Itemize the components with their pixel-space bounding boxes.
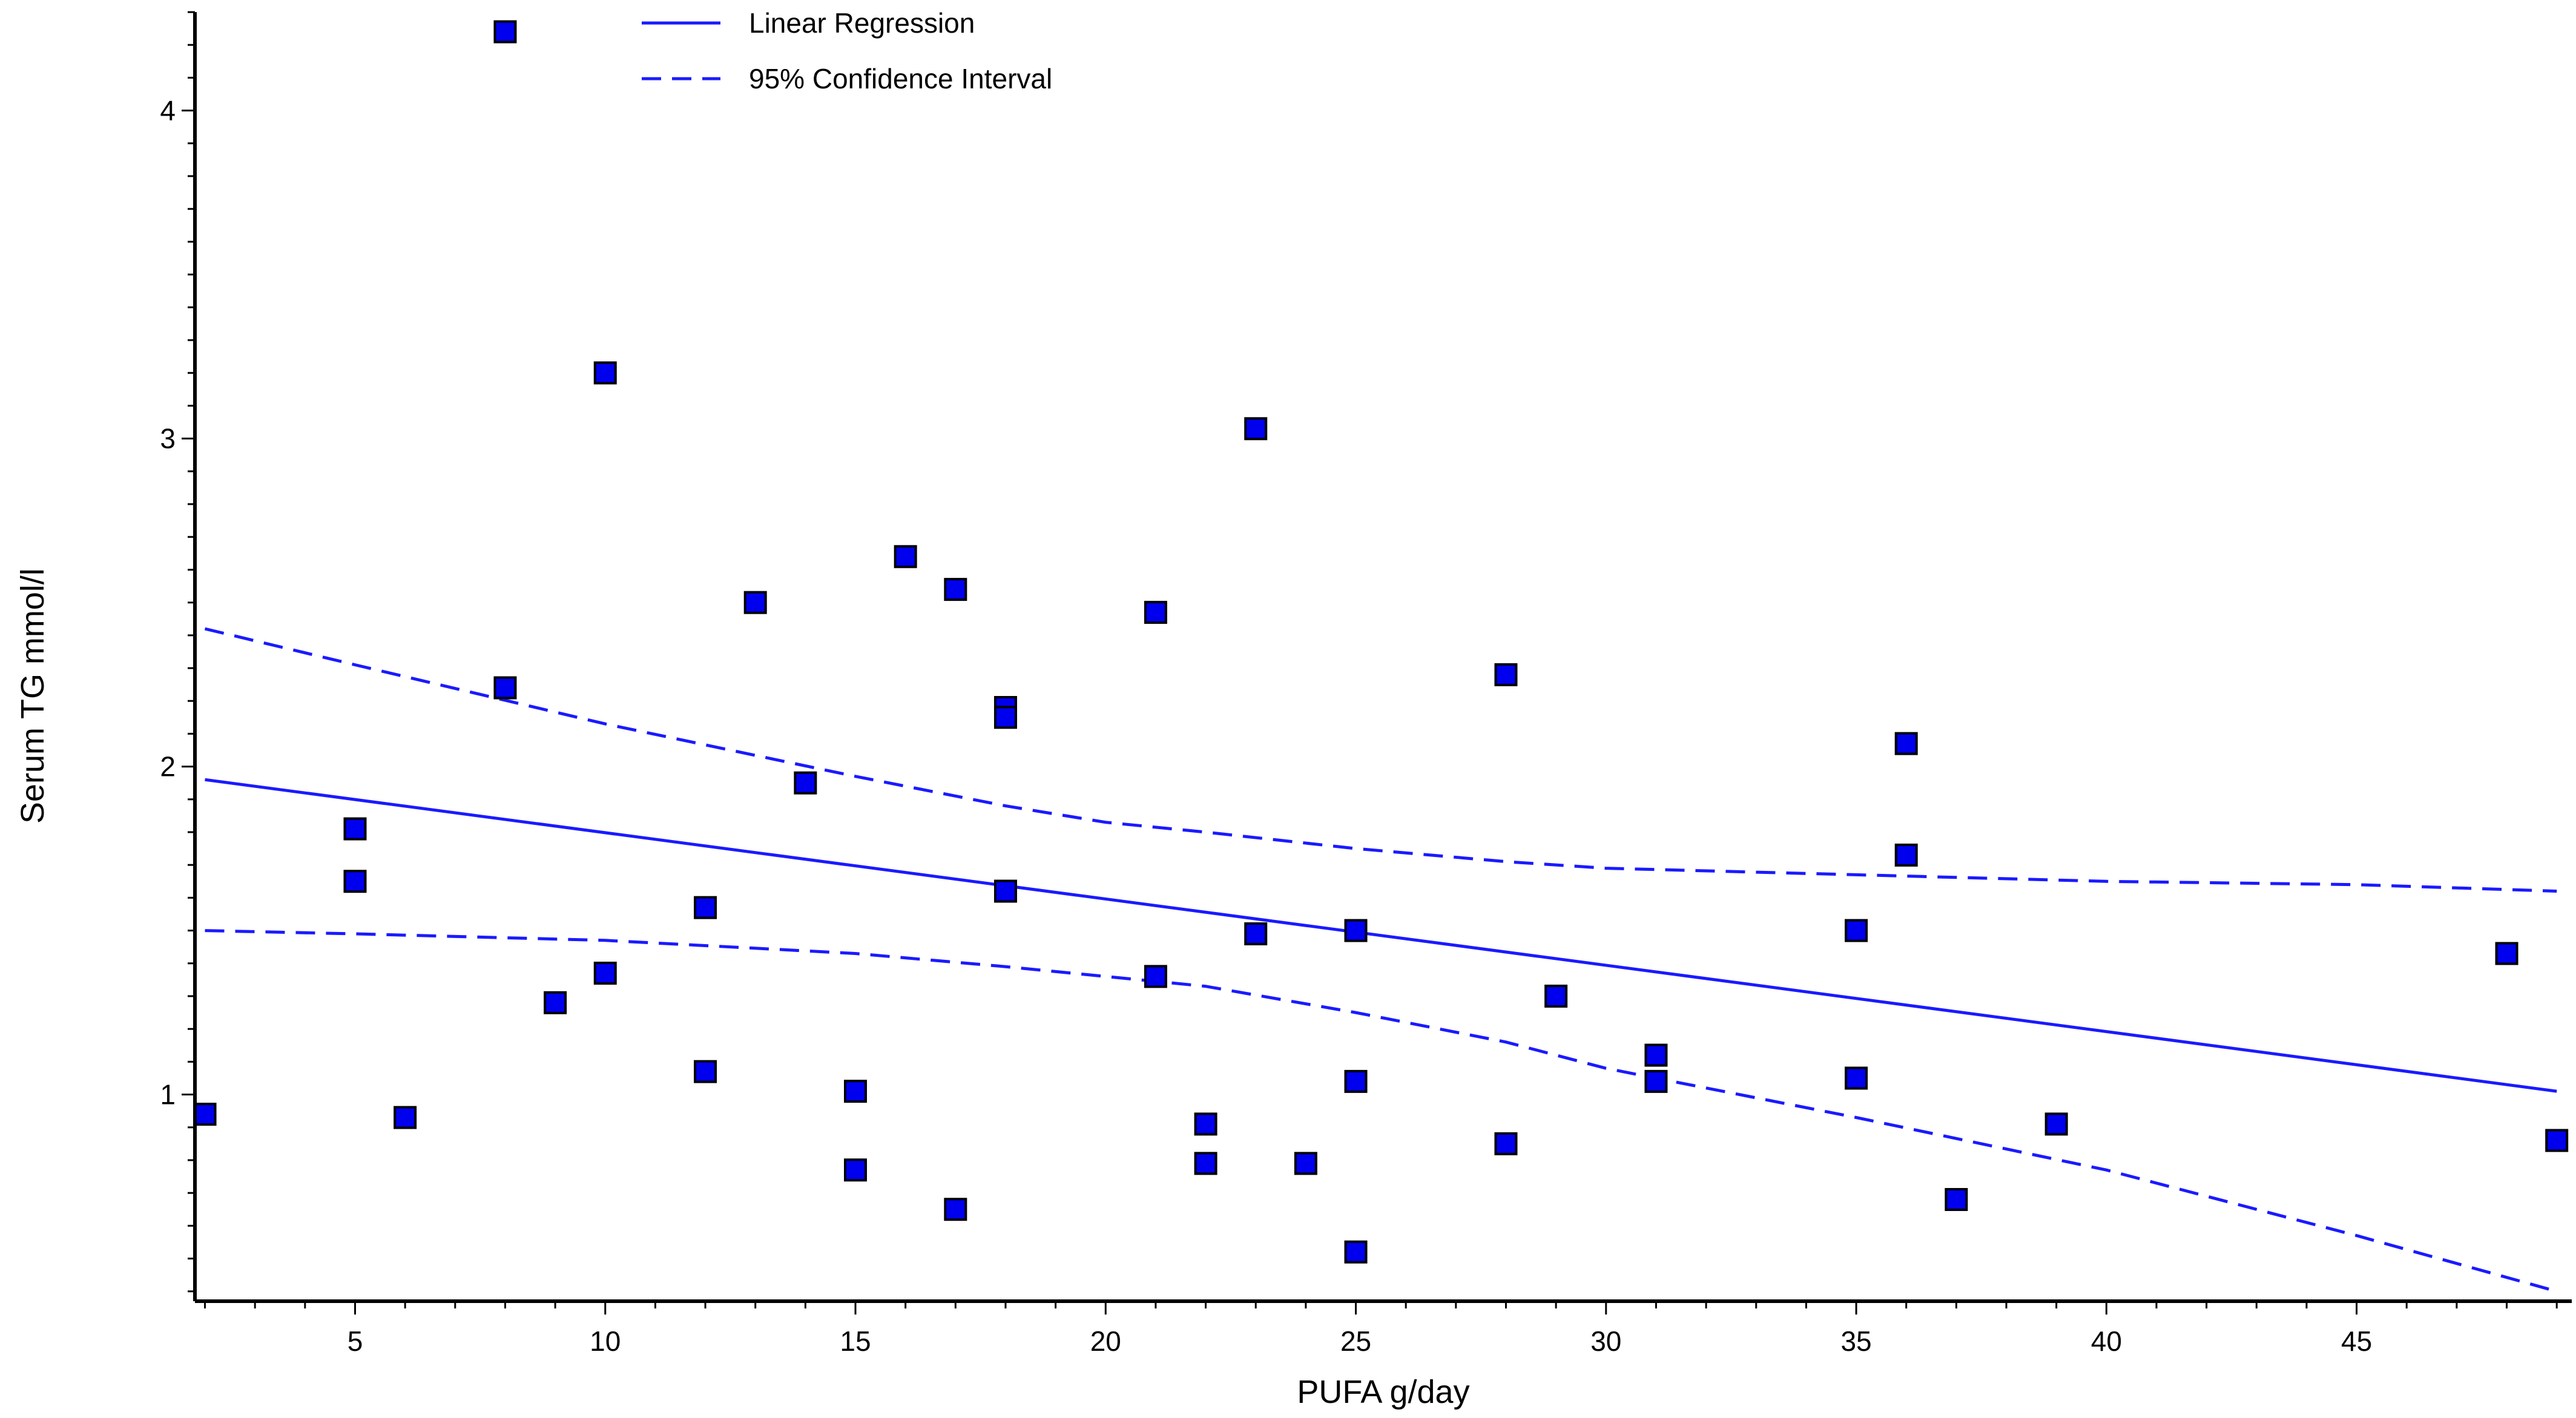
- data-point: [493, 676, 517, 700]
- data-point: [1194, 1112, 1217, 1136]
- y-tick-label: 2: [160, 751, 176, 783]
- data-point: [593, 962, 617, 985]
- data-point: [1644, 1043, 1668, 1067]
- data-point: [343, 870, 367, 893]
- data-point: [944, 577, 967, 601]
- data-point: [1144, 965, 1167, 988]
- data-point: [944, 1198, 967, 1221]
- data-point: [343, 817, 367, 841]
- regression-line-group: [205, 778, 2557, 1093]
- confidence-interval-lines: [204, 627, 2557, 1293]
- x-axis-title: PUFA g/day: [1297, 1374, 1469, 1410]
- data-point: [743, 591, 767, 614]
- x-tick-label: 20: [1090, 1325, 1121, 1357]
- x-tick-label: 15: [840, 1325, 871, 1357]
- x-axis-ticks: 5 10 15 20 25 30 35 40 45: [204, 1301, 2558, 1357]
- data-point: [1344, 1069, 1368, 1093]
- data-point: [794, 771, 817, 795]
- data-point: [1144, 600, 1167, 624]
- data-point: [1644, 1069, 1668, 1093]
- axes: [193, 12, 2572, 1303]
- data-point: [193, 1103, 217, 1126]
- x-tick-label: 45: [2341, 1325, 2372, 1357]
- data-point: [694, 896, 717, 919]
- legend: Linear Regression 95% Confidence Interva…: [642, 7, 1052, 94]
- data-point: [493, 20, 517, 44]
- data-point: [1294, 1152, 1317, 1175]
- data-point: [2044, 1112, 2068, 1136]
- x-tick-label: 10: [590, 1325, 621, 1357]
- data-point: [694, 1060, 717, 1083]
- ci-upper-line: [204, 627, 2557, 893]
- data-point: [1194, 1152, 1217, 1175]
- data-point: [1244, 417, 1268, 441]
- data-point: [1344, 1240, 1368, 1264]
- ci-lower-line: [205, 929, 2557, 1293]
- data-points: [193, 20, 2569, 1264]
- data-point: [1494, 1132, 1518, 1155]
- y-axis-ticks: 1 2 3 4: [160, 11, 195, 1293]
- y-tick-label: 3: [160, 423, 176, 455]
- data-point: [593, 361, 617, 385]
- data-point: [1344, 919, 1368, 942]
- y-tick-label: 4: [160, 95, 176, 126]
- data-point: [1894, 843, 1918, 867]
- data-point: [1894, 732, 1918, 755]
- y-axis-title: Serum TG mmol/l: [15, 568, 51, 824]
- data-point: [2495, 942, 2518, 965]
- data-point: [544, 991, 567, 1014]
- data-point: [1494, 663, 1518, 686]
- x-tick-label: 30: [1590, 1325, 1621, 1357]
- data-point: [844, 1158, 868, 1182]
- data-point: [993, 706, 1017, 729]
- data-point: [844, 1080, 868, 1103]
- data-point: [894, 545, 917, 568]
- legend-label-confidence-interval: 95% Confidence Interval: [749, 63, 1052, 94]
- x-tick-label: 5: [348, 1325, 363, 1357]
- x-tick-label: 40: [2091, 1325, 2122, 1357]
- data-point: [1845, 919, 1868, 942]
- x-tick-label: 35: [1840, 1325, 1871, 1357]
- x-tick-label: 25: [1340, 1325, 1371, 1357]
- data-point: [1244, 922, 1268, 945]
- data-point: [1544, 984, 1568, 1008]
- legend-label-regression: Linear Regression: [749, 7, 975, 39]
- data-point: [394, 1106, 417, 1129]
- data-point: [993, 879, 1017, 903]
- data-point: [2545, 1129, 2569, 1152]
- y-tick-label: 1: [160, 1079, 176, 1111]
- data-point: [1845, 1066, 1868, 1090]
- regression-line: [205, 778, 2557, 1093]
- data-point: [1945, 1187, 1968, 1211]
